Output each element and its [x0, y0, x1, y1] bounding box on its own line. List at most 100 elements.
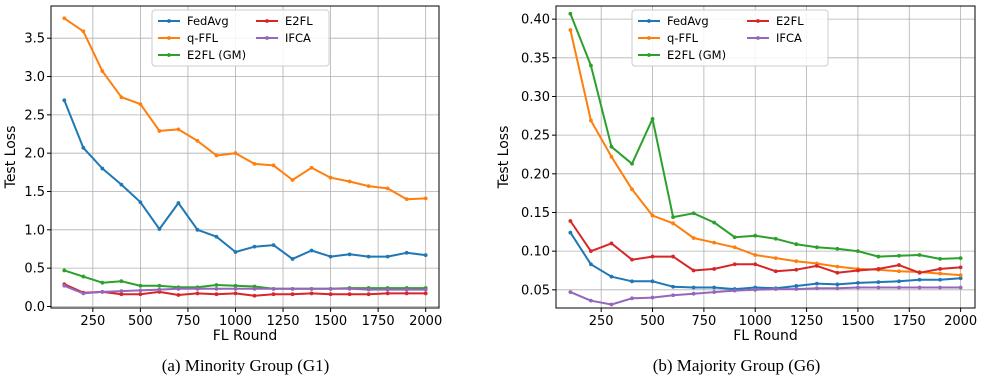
- data-point-e2fl-gm: [81, 274, 86, 279]
- x-tick-label: 750: [176, 314, 201, 329]
- legend-marker-ifca: [756, 36, 760, 40]
- data-point-fedavg: [138, 200, 143, 205]
- data-point-e2fl: [589, 249, 593, 254]
- x-axis-label: FL Round: [733, 328, 798, 344]
- data-point-fedavg: [157, 227, 162, 231]
- data-point-q-ffl: [328, 175, 333, 180]
- data-point-fedavg: [252, 244, 257, 249]
- data-point-e2fl-gm: [214, 283, 219, 287]
- y-tick-label: 0.5: [24, 262, 45, 277]
- plot-frame: [50, 5, 440, 309]
- data-point-fedavg: [897, 279, 901, 284]
- data-point-ifca: [650, 295, 655, 300]
- data-point-q-ffl: [119, 95, 124, 100]
- data-point-q-ffl: [252, 161, 257, 166]
- data-point-fedavg: [650, 279, 655, 284]
- legend-label-q-ffl: q-FFL: [187, 31, 219, 45]
- data-point-fedavg: [423, 253, 428, 258]
- legend-box: [631, 9, 829, 67]
- data-point-e2fl: [958, 265, 963, 270]
- data-point-ifca: [794, 287, 799, 291]
- data-point-fedavg: [671, 284, 675, 289]
- data-point-q-ffl: [938, 271, 942, 276]
- data-point-e2fl-gm: [62, 268, 67, 273]
- data-point-fedavg: [328, 254, 333, 259]
- data-point-ifca: [732, 288, 737, 293]
- data-point-e2fl-gm: [630, 161, 634, 166]
- legend-label-e2fl: E2FL: [285, 14, 313, 28]
- legend-label-fedavg: FedAvg: [187, 14, 229, 28]
- data-point-e2fl-gm: [794, 242, 799, 247]
- data-point-fedavg: [794, 284, 799, 288]
- y-tick-label: 0.15: [521, 206, 550, 221]
- chart-panel-minority: 250 500 750 1000 1250 1500 1750 2000 0.0 0.5 1.0 1.…: [3, 5, 442, 375]
- data-point-ifca: [385, 287, 390, 292]
- legend-marker-e2fl-gm: [167, 53, 171, 57]
- series-line-e2fl-gm: [569, 13, 961, 260]
- data-point-ifca: [773, 287, 778, 291]
- x-tick-label: 1000: [739, 314, 772, 329]
- data-point-q-ffl: [157, 129, 162, 133]
- data-point-q-ffl: [81, 29, 86, 34]
- data-point-ifca: [568, 290, 573, 295]
- data-point-fedavg: [385, 254, 390, 259]
- data-point-q-ffl: [404, 197, 409, 202]
- data-point-fedavg: [876, 280, 881, 284]
- data-point-e2fl: [195, 291, 200, 296]
- series-line-q-ffl: [569, 29, 961, 277]
- data-point-fedavg: [814, 281, 819, 286]
- data-point-e2fl: [794, 267, 799, 272]
- series-line-e2fl: [569, 220, 961, 274]
- data-point-fedavg: [290, 257, 295, 261]
- data-point-q-ffl: [214, 153, 219, 158]
- data-point-e2fl-gm: [650, 117, 655, 121]
- y-tick-label: 0.0: [24, 300, 45, 315]
- legend-label-e2fl: E2FL: [776, 14, 804, 28]
- data-point-q-ffl: [589, 118, 593, 123]
- data-point-ifca: [876, 285, 881, 290]
- data-point-ifca: [290, 286, 295, 291]
- legend-box: [151, 9, 330, 67]
- data-point-e2fl: [328, 292, 333, 297]
- data-point-fedavg: [271, 243, 276, 248]
- data-point-fedavg: [119, 182, 124, 187]
- x-tick-label: 750: [691, 314, 716, 329]
- legend-marker-fedavg: [167, 19, 171, 23]
- data-point-e2fl: [252, 293, 257, 298]
- data-point-ifca: [958, 285, 963, 290]
- data-point-e2fl-gm: [119, 279, 124, 284]
- series-line-e2fl: [63, 283, 426, 297]
- data-point-q-ffl: [62, 16, 67, 21]
- data-point-q-ffl: [835, 264, 840, 269]
- data-point-e2fl: [650, 254, 655, 259]
- data-point-e2fl-gm: [856, 249, 860, 254]
- y-tick-label: 3.0: [24, 70, 45, 85]
- x-tick-label: 500: [128, 314, 153, 329]
- data-point-e2fl-gm: [712, 220, 717, 225]
- data-point-fedavg: [609, 274, 614, 279]
- data-point-q-ffl: [794, 259, 799, 264]
- data-point-ifca: [214, 286, 219, 291]
- series-line-fedavg: [569, 232, 961, 291]
- x-tick-label: 1750: [893, 314, 926, 329]
- legend-marker-e2fl-gm: [647, 53, 651, 57]
- legend: FedAvg E2FL q-FFL IFCA E2FL (GM): [151, 9, 330, 67]
- data-point-e2fl: [290, 292, 295, 297]
- data-point-fedavg: [691, 285, 696, 290]
- data-point-e2fl: [876, 267, 881, 271]
- data-point-e2fl-gm: [917, 253, 922, 257]
- legend-label-e2fl-gm: E2FL (GM): [667, 48, 726, 62]
- data-point-ifca: [233, 286, 238, 291]
- y-tick-label: 0.30: [521, 90, 550, 105]
- data-point-ifca: [712, 290, 717, 295]
- data-point-q-ffl: [100, 69, 105, 74]
- data-point-e2fl-gm: [958, 256, 963, 261]
- x-tick-label: 1250: [266, 314, 299, 329]
- data-point-e2fl: [897, 263, 901, 267]
- data-point-q-ffl: [271, 163, 276, 168]
- x-tick-label: 500: [640, 314, 665, 329]
- data-point-ifca: [423, 287, 428, 292]
- data-point-q-ffl: [366, 184, 371, 189]
- data-point-e2fl-gm: [609, 144, 614, 149]
- data-point-q-ffl: [630, 187, 634, 192]
